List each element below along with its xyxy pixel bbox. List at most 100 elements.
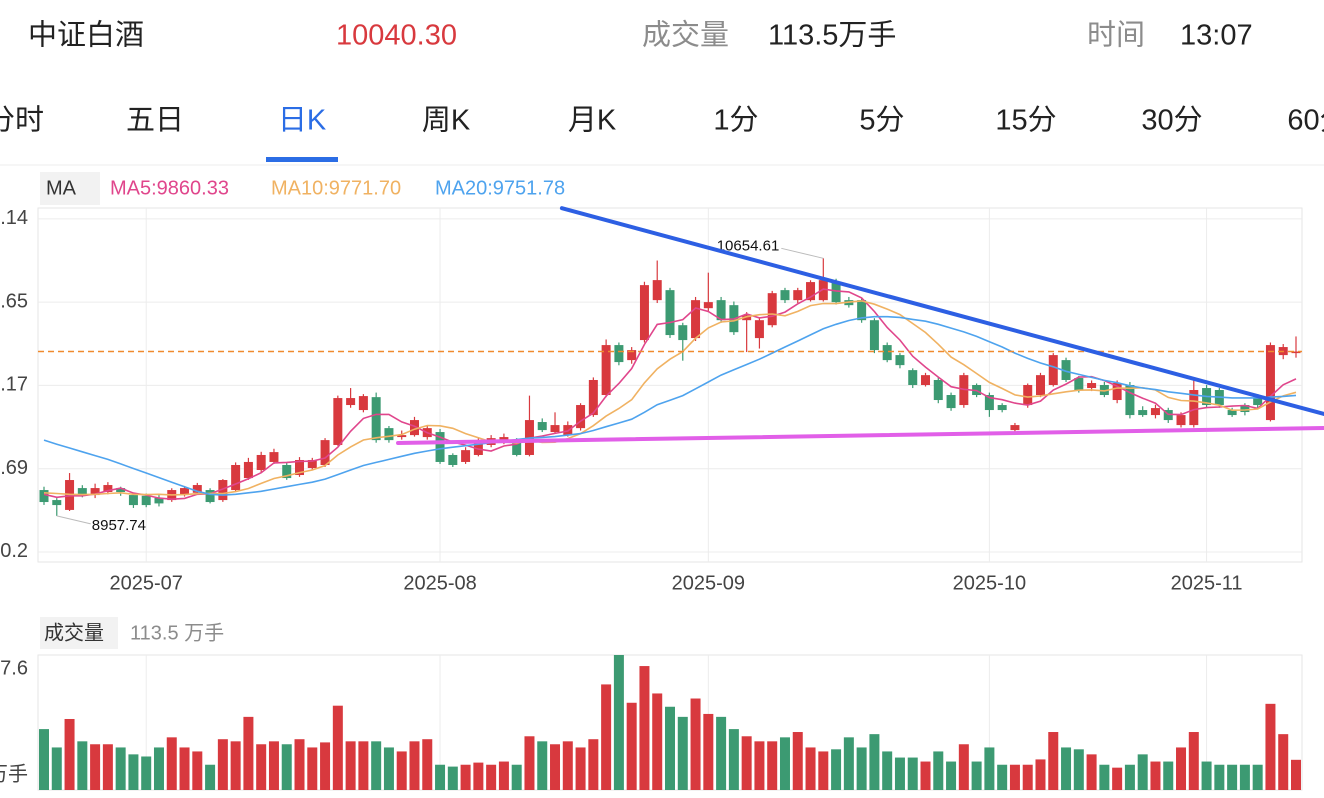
y-tick-label: 9268.69 [0,457,28,479]
min-label: 8957.74 [92,517,146,534]
candle-body [703,302,713,309]
candle-body [997,405,1007,411]
volume-bar [179,747,190,790]
candle-body [320,440,330,465]
volume-bar [294,739,305,790]
candle-body [1099,385,1109,396]
x-tick-label: 2025-11 [1171,572,1243,594]
candle-body [461,450,471,462]
volume-bar [869,734,880,790]
candle-body [243,461,253,479]
candle-body [512,440,522,455]
volume-bar [677,716,688,790]
volume-bar [843,737,854,790]
candle-body [857,300,867,321]
volume-bar [243,716,254,790]
volume-legend-value: 113.5 万手 [130,621,224,644]
volume-bar [1048,732,1059,790]
volume-bar [958,744,969,790]
volume-bar [51,747,62,790]
period-tab[interactable]: 周K [422,105,471,137]
volume-bar [320,742,331,790]
volume-bar [435,764,446,790]
time-title: 时间 [1087,19,1145,52]
volume-bar [1073,749,1084,790]
volume-legend-box [40,617,118,649]
candle-body [1035,375,1045,396]
candle-body [39,490,49,503]
candle-body [550,425,560,433]
volume-bar [1124,764,1135,790]
candle-body [141,495,151,506]
volume-bar [907,757,918,790]
volume-bar [767,741,778,790]
volume-bar [90,744,101,790]
candle-body [806,282,816,301]
volume-bar [933,751,944,790]
volume-title: 成交量 [642,19,729,52]
candle-body [869,320,879,351]
volume-bar [1163,761,1174,790]
candle-body [358,396,368,411]
volume-bar [1252,764,1263,790]
volume-bar [652,693,663,790]
candle-body [448,454,458,465]
volume-bar [422,739,433,790]
ma-legend: MA10:9771.70 [271,177,401,199]
volume-bar [473,762,484,790]
candle-body [754,320,764,339]
candle-body [1227,410,1237,416]
volume-bar [166,737,177,790]
candle-body [678,325,688,341]
volume-bar [268,741,279,790]
candle-body [588,379,598,416]
period-tab[interactable]: 15分 [995,105,1056,137]
period-tab[interactable]: 5分 [859,105,904,137]
volume-bar [1239,764,1250,790]
candle-body [1112,383,1122,401]
candle-body [767,293,777,326]
candle-body [1061,360,1071,380]
volume-bar [550,744,561,790]
candle-body [269,452,279,462]
candle-body [1087,383,1097,389]
period-tab[interactable]: 30分 [1141,105,1202,137]
active-tab-underline [266,157,338,162]
volume-bar [1150,761,1161,790]
candle-body [180,488,190,496]
candle-body [1150,408,1160,416]
y-tick-label: 9817.17 [0,374,28,396]
candle-body [256,454,266,471]
y-tick-label: 10914.14 [0,207,28,229]
volume-bar [332,705,343,790]
period-tab[interactable]: 60分 [1287,105,1324,137]
candle-body [473,440,483,455]
candle-body [1176,415,1186,426]
volume-bar [997,764,1008,790]
trend-line [559,206,1324,416]
volume-bar [1278,734,1289,790]
volume-bar [716,716,727,790]
volume-bar [831,749,842,790]
candle-body [333,398,343,445]
period-tab[interactable]: 分时 [0,104,44,137]
period-tab[interactable]: 1分 [713,105,758,137]
period-tab[interactable]: 月K [568,105,617,137]
volume-bar [882,751,893,790]
volume-bar [230,741,241,790]
volume-bar [409,741,420,790]
candle-body [52,500,62,506]
volume-bar [383,747,394,790]
volume-bar [741,736,752,790]
period-tab[interactable]: 五日 [126,105,184,137]
candle-body [1240,405,1250,413]
volume-bar [1176,747,1187,790]
volume-bar [1265,703,1276,790]
x-tick-label: 2025-10 [953,572,1026,594]
index-name: 中证白酒 [28,19,144,52]
period-tab[interactable]: 日K [278,105,327,137]
candle-body [601,345,611,396]
volume-bar [524,736,535,790]
